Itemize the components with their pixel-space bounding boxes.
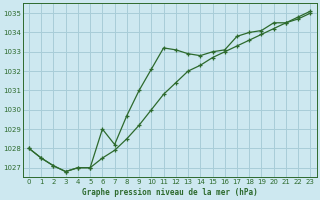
X-axis label: Graphe pression niveau de la mer (hPa): Graphe pression niveau de la mer (hPa) [82, 188, 258, 197]
